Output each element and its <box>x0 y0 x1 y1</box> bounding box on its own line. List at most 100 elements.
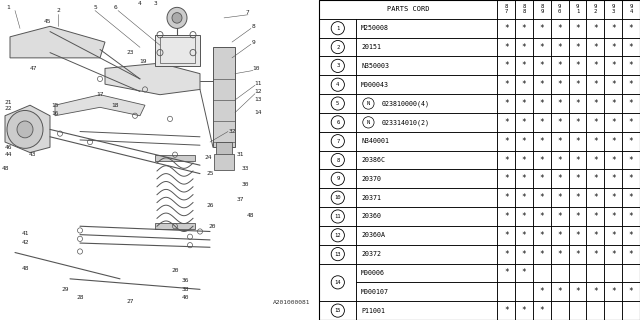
Bar <box>356 113 497 132</box>
Text: 8: 8 <box>336 157 339 163</box>
Text: *: * <box>504 212 509 221</box>
Bar <box>155 35 200 66</box>
Text: *: * <box>611 250 616 259</box>
Bar <box>497 151 515 169</box>
Polygon shape <box>105 63 200 95</box>
Bar <box>319 0 497 19</box>
Text: *: * <box>611 156 616 164</box>
Text: *: * <box>575 137 580 146</box>
Bar <box>515 0 533 19</box>
Bar <box>551 282 569 301</box>
Text: *: * <box>504 268 509 277</box>
Text: 20151: 20151 <box>361 44 381 50</box>
Text: 12: 12 <box>254 89 262 94</box>
Text: 41: 41 <box>21 231 29 236</box>
Bar <box>586 19 604 38</box>
Text: *: * <box>575 156 580 164</box>
Bar <box>622 282 640 301</box>
Text: *: * <box>557 80 562 89</box>
Bar <box>319 132 356 151</box>
Text: *: * <box>628 118 634 127</box>
Bar <box>622 264 640 282</box>
Bar <box>515 226 533 245</box>
Text: *: * <box>593 118 598 127</box>
Text: 9: 9 <box>252 40 256 44</box>
Text: *: * <box>504 156 509 164</box>
Text: *: * <box>504 61 509 70</box>
Text: *: * <box>557 61 562 70</box>
Text: *: * <box>504 118 509 127</box>
Bar <box>515 94 533 113</box>
Text: *: * <box>504 43 509 52</box>
Text: *: * <box>522 174 526 183</box>
Bar <box>604 56 622 75</box>
Text: *: * <box>540 61 544 70</box>
Text: N340001: N340001 <box>361 138 389 144</box>
Bar <box>515 132 533 151</box>
Bar <box>515 113 533 132</box>
Bar <box>586 38 604 56</box>
Bar <box>155 223 195 229</box>
Bar <box>356 132 497 151</box>
Bar <box>533 207 551 226</box>
Bar <box>319 245 356 264</box>
Bar <box>497 113 515 132</box>
Text: 20360A: 20360A <box>361 232 385 238</box>
Text: *: * <box>575 99 580 108</box>
Bar <box>497 94 515 113</box>
Bar <box>586 94 604 113</box>
Text: *: * <box>628 193 634 202</box>
Bar <box>622 113 640 132</box>
Text: 37: 37 <box>236 197 244 203</box>
Text: *: * <box>522 80 526 89</box>
Bar <box>319 75 356 94</box>
Text: 45: 45 <box>44 19 51 24</box>
Text: *: * <box>540 24 544 33</box>
Text: 23: 23 <box>126 50 134 55</box>
Text: *: * <box>575 43 580 52</box>
Text: 023810000(4): 023810000(4) <box>381 100 429 107</box>
Bar <box>497 188 515 207</box>
Bar <box>569 169 586 188</box>
Text: *: * <box>504 231 509 240</box>
Bar <box>569 38 586 56</box>
Text: *: * <box>522 137 526 146</box>
Text: 6: 6 <box>336 120 339 125</box>
Text: *: * <box>540 231 544 240</box>
Text: *: * <box>540 193 544 202</box>
Text: *: * <box>540 156 544 164</box>
Text: 20: 20 <box>208 224 216 229</box>
Text: *: * <box>628 137 634 146</box>
Text: 38: 38 <box>181 287 189 292</box>
Bar <box>622 75 640 94</box>
Bar <box>497 169 515 188</box>
Text: *: * <box>628 287 634 296</box>
Bar <box>586 75 604 94</box>
Bar <box>551 207 569 226</box>
Bar <box>533 75 551 94</box>
Text: *: * <box>557 287 562 296</box>
Text: 46: 46 <box>4 145 12 150</box>
Text: *: * <box>611 24 616 33</box>
Text: *: * <box>504 174 509 183</box>
Bar <box>586 226 604 245</box>
Text: A201000081: A201000081 <box>273 300 310 305</box>
Text: *: * <box>540 174 544 183</box>
Bar <box>319 169 356 188</box>
Text: *: * <box>593 99 598 108</box>
Bar <box>551 226 569 245</box>
Bar <box>356 282 497 301</box>
Text: *: * <box>504 250 509 259</box>
Text: 40: 40 <box>181 295 189 300</box>
Text: *: * <box>504 193 509 202</box>
Bar <box>356 94 497 113</box>
Bar <box>604 132 622 151</box>
Bar <box>622 56 640 75</box>
Bar <box>586 169 604 188</box>
Bar <box>586 301 604 320</box>
Text: 5: 5 <box>336 101 339 106</box>
Text: 20386C: 20386C <box>361 157 385 163</box>
Bar <box>497 207 515 226</box>
Text: *: * <box>611 43 616 52</box>
Text: 7: 7 <box>245 10 249 15</box>
